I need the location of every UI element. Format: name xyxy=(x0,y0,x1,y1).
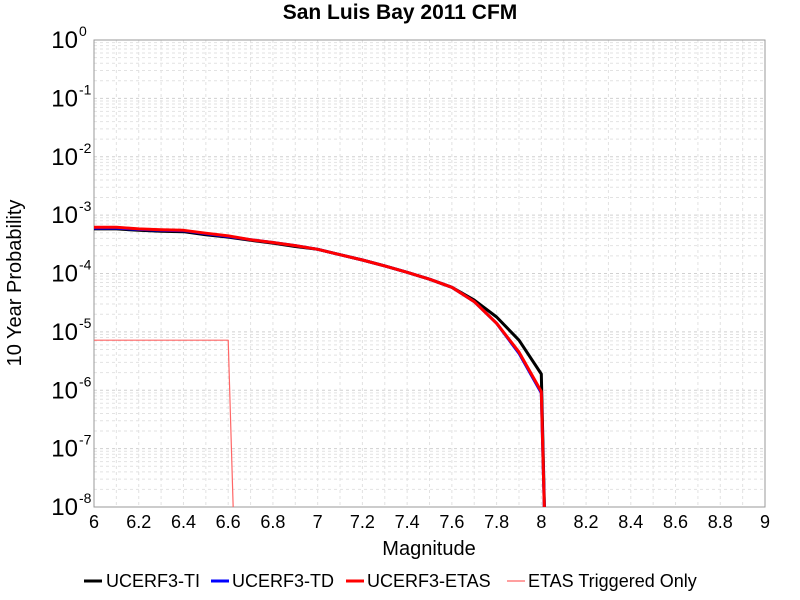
x-tick-label: 6.6 xyxy=(216,512,241,532)
y-tick-exponent: -5 xyxy=(79,315,92,331)
x-axis-ticks: 6 6.2 6.4 6.6 6.8 7 7.2 7.4 7.6 7.8 8 8.2 8.4 8.6 8.8 9 xyxy=(89,512,770,532)
x-tick-label: 8.4 xyxy=(618,512,643,532)
y-tick-exponent: -3 xyxy=(79,198,92,214)
chart-title: San Luis Bay 2011 CFM xyxy=(283,1,518,24)
legend-item: UCERF3-TI xyxy=(84,571,200,591)
y-tick-label: 10 -3 xyxy=(51,198,91,229)
y-tick-base: 10 xyxy=(51,261,78,288)
y-tick-label: 10 -2 xyxy=(51,140,91,171)
x-tick-label: 7.6 xyxy=(439,512,464,532)
x-tick-label: 7.2 xyxy=(350,512,375,532)
legend: UCERF3-TI UCERF3-TD UCERF3-ETAS ETAS Trigge… xyxy=(84,571,697,591)
y-tick-label: 10 -5 xyxy=(51,315,91,346)
x-axis-label: Magnitude xyxy=(382,538,475,560)
series-line-ucerf3-etas xyxy=(94,225,546,507)
series-layer xyxy=(94,225,546,507)
x-tick-label: 7.8 xyxy=(484,512,509,532)
y-axis-label: 10 Year Probability xyxy=(4,200,26,367)
y-tick-base: 10 xyxy=(51,436,78,463)
y-tick-exponent: -6 xyxy=(79,373,92,389)
y-tick-label: 10 -1 xyxy=(51,81,91,112)
legend-label: ETAS Triggered Only xyxy=(528,571,697,591)
x-tick-label: 6 xyxy=(89,512,99,532)
x-tick-label: 8.2 xyxy=(574,512,599,532)
x-tick-label: 8 xyxy=(536,512,546,532)
grid xyxy=(93,40,766,508)
y-tick-base: 10 xyxy=(51,144,78,171)
y-tick-exponent: -4 xyxy=(79,257,92,273)
y-tick-label: 10 -6 xyxy=(51,373,91,404)
y-tick-base: 10 xyxy=(51,27,78,54)
y-tick-exponent: -2 xyxy=(79,140,92,156)
y-tick-exponent: -8 xyxy=(79,490,92,506)
x-tick-label: 6.4 xyxy=(171,512,196,532)
legend-label: UCERF3-TI xyxy=(106,571,200,591)
series-line-etas-triggered-only xyxy=(94,339,234,507)
y-tick-exponent: -7 xyxy=(79,432,92,448)
y-tick-base: 10 xyxy=(51,494,78,521)
legend-label: UCERF3-TD xyxy=(232,571,334,591)
x-tick-label: 8.8 xyxy=(708,512,733,532)
x-tick-label: 9 xyxy=(760,512,770,532)
legend-item: UCERF3-ETAS xyxy=(346,571,491,591)
y-tick-base: 10 xyxy=(51,85,78,112)
x-tick-label: 6.8 xyxy=(260,512,285,532)
y-tick-label: 10 -7 xyxy=(51,432,91,463)
y-tick-exponent: -1 xyxy=(79,81,92,97)
x-tick-label: 7 xyxy=(313,512,323,532)
legend-item: UCERF3-TD xyxy=(211,571,334,591)
y-tick-label: 10 -8 xyxy=(51,490,91,521)
y-tick-exponent: 0 xyxy=(79,23,87,39)
x-tick-label: 6.2 xyxy=(126,512,151,532)
legend-label: UCERF3-ETAS xyxy=(367,571,491,591)
y-tick-base: 10 xyxy=(51,377,78,404)
y-tick-label: 10 0 xyxy=(51,23,87,54)
legend-item: ETAS Triggered Only xyxy=(507,571,697,591)
y-tick-base: 10 xyxy=(51,202,78,229)
y-tick-base: 10 xyxy=(51,319,78,346)
x-tick-label: 8.6 xyxy=(663,512,688,532)
x-tick-label: 7.4 xyxy=(395,512,420,532)
y-tick-label: 10 -4 xyxy=(51,257,91,288)
plot-area xyxy=(93,39,766,508)
